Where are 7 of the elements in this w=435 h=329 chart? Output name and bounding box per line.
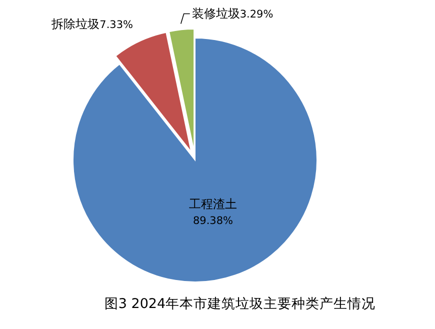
data-label: 3.29% [240, 8, 274, 21]
text: 图3 2024年本市建筑垃圾主要种类产生情况 [104, 296, 376, 312]
slice-label: 拆除垃圾 [50, 16, 100, 31]
slice-label: 工程渣土 [188, 196, 237, 211]
slice-label: 装修垃圾 [192, 6, 240, 21]
data-label: 89.38% [192, 214, 234, 227]
data-label: 7.33% [100, 18, 134, 31]
